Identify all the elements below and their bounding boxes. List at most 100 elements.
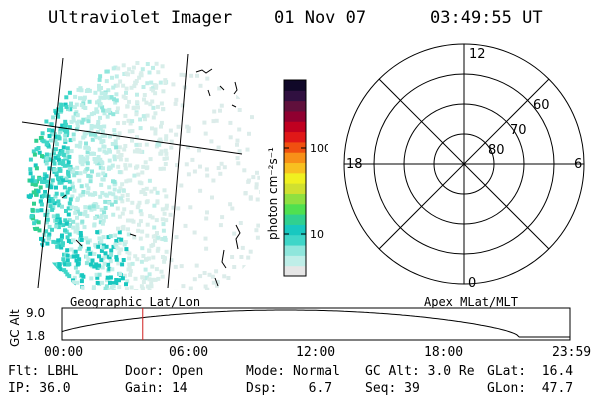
emission-pixel — [95, 100, 99, 105]
emission-pixel — [107, 266, 112, 271]
emission-pixel — [34, 192, 39, 197]
emission-pixel — [58, 220, 63, 225]
emission-pixel — [160, 274, 165, 279]
emission-pixel — [91, 287, 96, 290]
emission-pixel — [85, 155, 90, 160]
emission-pixel — [188, 205, 193, 210]
emission-pixel — [99, 91, 104, 96]
polar-plot: 12 18 6 0 60 70 80 — [343, 43, 585, 291]
emission-pixel — [151, 242, 156, 247]
emission-pixel — [153, 127, 158, 132]
emission-pixel — [88, 251, 93, 256]
emission-pixel — [181, 284, 186, 289]
emission-pixel — [145, 81, 150, 86]
emission-pixel — [45, 241, 50, 246]
emission-pixel — [161, 107, 166, 112]
emission-pixel — [88, 174, 93, 179]
emission-pixel — [71, 219, 76, 224]
emission-pixel — [65, 248, 70, 253]
emission-pixel — [102, 91, 107, 96]
timeline-frame — [61, 307, 571, 341]
emission-pixel — [90, 169, 94, 174]
emission-pixel — [101, 171, 106, 176]
emission-pixel — [115, 83, 120, 88]
emission-pixel — [147, 248, 152, 253]
emission-pixel — [107, 148, 112, 152]
emission-pixel — [50, 198, 55, 203]
emission-pixel — [110, 163, 115, 168]
emission-pixel — [50, 128, 55, 133]
emission-pixel — [53, 134, 58, 139]
emission-pixel — [143, 160, 148, 165]
emission-pixel — [88, 179, 93, 184]
emission-pixel — [154, 83, 159, 88]
emission-pixel — [52, 168, 57, 173]
emission-pixel — [147, 277, 152, 282]
emission-pixel — [42, 176, 47, 181]
emission-pixel — [251, 175, 256, 180]
emission-pixel — [56, 225, 61, 230]
colorbar-band — [284, 183, 306, 194]
emission-pixel — [111, 66, 116, 71]
emission-pixel — [164, 137, 169, 142]
emission-pixel — [89, 124, 94, 128]
emission-pixel — [85, 190, 90, 195]
emission-pixel — [103, 199, 108, 204]
emission-pixel — [101, 177, 106, 182]
emission-pixel — [121, 83, 126, 88]
emission-pixel — [174, 97, 179, 102]
emission-pixel — [161, 166, 166, 171]
emission-pixel — [78, 211, 82, 216]
emission-pixel — [56, 107, 61, 112]
emission-pixel — [67, 232, 72, 237]
emission-pixel — [106, 235, 111, 240]
emission-pixel — [136, 172, 141, 177]
emission-pixel — [86, 173, 91, 178]
emission-pixel — [89, 132, 93, 137]
emission-pixel — [59, 180, 64, 185]
emission-pixel — [57, 262, 62, 267]
emission-pixel — [32, 227, 37, 231]
emission-pixel — [100, 134, 105, 139]
emission-pixel — [111, 212, 116, 217]
emission-pixel — [138, 219, 143, 224]
emission-pixel — [149, 189, 154, 194]
emission-pixel — [97, 272, 102, 277]
emission-pixel — [28, 171, 33, 176]
colorbar-band — [284, 121, 306, 133]
emission-pixel — [124, 86, 129, 91]
emission-pixel — [49, 122, 54, 127]
emission-pixel — [147, 178, 152, 183]
emission-pixel — [73, 94, 78, 99]
emission-pixel — [50, 178, 55, 183]
emission-pixel — [121, 63, 126, 68]
emission-pixel — [69, 205, 74, 210]
emission-pixel — [155, 248, 160, 253]
emission-pixel — [120, 262, 125, 267]
emission-pixel — [73, 265, 78, 270]
emission-pixel — [37, 228, 42, 233]
emission-pixel — [205, 76, 210, 81]
emission-pixel — [52, 161, 57, 166]
emission-pixel — [186, 172, 191, 177]
colorbar-tick-100: 100 — [310, 142, 328, 155]
emission-pixel — [161, 89, 166, 94]
emission-pixel — [78, 244, 83, 249]
emission-pixel — [63, 131, 68, 136]
emission-pixel — [97, 99, 102, 104]
emission-pixel — [222, 274, 227, 279]
emission-pixel — [127, 99, 131, 104]
emission-pixel — [162, 156, 167, 161]
emission-pixel — [56, 240, 61, 245]
emission-pixel — [36, 189, 41, 194]
emission-pixel — [141, 280, 146, 284]
emission-pixel — [169, 139, 174, 144]
emission-pixel — [56, 199, 61, 204]
emission-pixel — [228, 202, 233, 207]
emission-pixel — [92, 151, 96, 156]
emission-pixel — [143, 267, 148, 272]
emission-pixel — [88, 262, 93, 267]
emission-pixel — [71, 115, 76, 120]
emission-pixel — [101, 245, 106, 250]
emission-pixel — [149, 284, 154, 289]
